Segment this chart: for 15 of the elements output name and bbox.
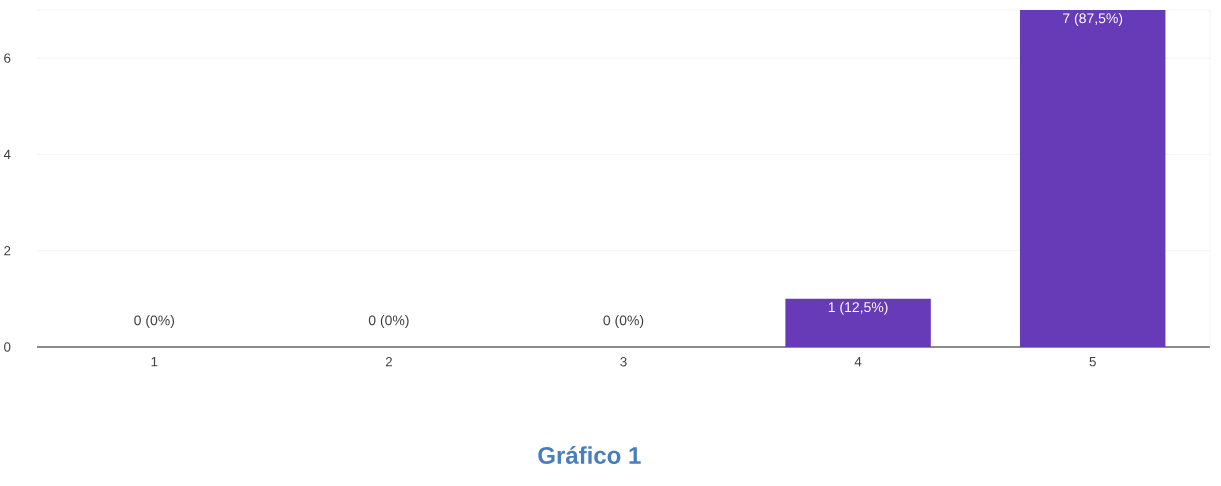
data-label: 7 (87,5%) [1063,12,1123,26]
y-tick-label: 0 [4,342,11,352]
data-label: 0 (0%) [368,315,409,329]
data-label: 0 (0%) [134,315,175,329]
x-tick-label: 3 [620,357,627,367]
x-tick-label: 4 [854,357,862,367]
y-tick-label: 2 [4,246,11,256]
x-tick-label: 2 [385,357,392,367]
y-tick-label: 4 [3,149,11,160]
data-label: 1 (12,5%) [828,301,888,315]
x-tick-label: 1 [151,357,158,367]
x-tick-label: 5 [1089,357,1096,367]
data-label: 0 (0%) [603,315,644,329]
text: Gráfico 1 [538,446,641,464]
y-tick-label: 6 [4,53,11,63]
